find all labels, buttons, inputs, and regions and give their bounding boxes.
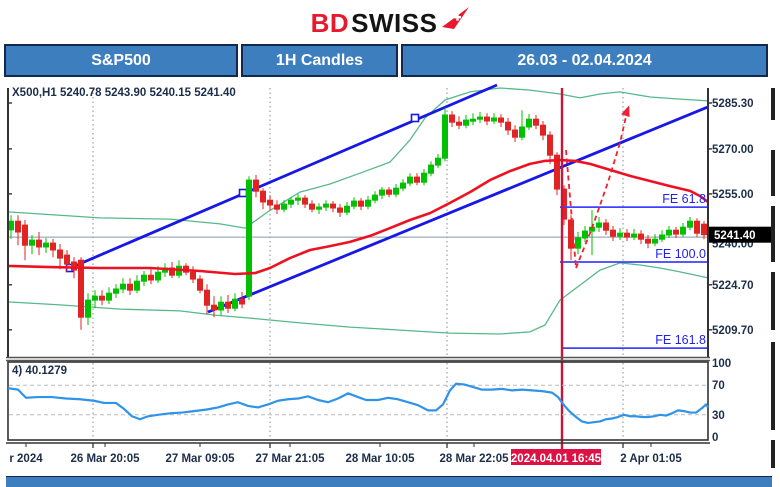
svg-text:0: 0 xyxy=(712,432,718,444)
svg-text:5270.00: 5270.00 xyxy=(712,144,754,156)
svg-text:100: 100 xyxy=(712,358,731,370)
svg-text:30: 30 xyxy=(712,410,725,422)
svg-text:FE 61.8: FE 61.8 xyxy=(662,192,706,206)
candlesticks xyxy=(8,107,707,330)
panel-borders xyxy=(6,88,710,441)
svg-text:5241.40: 5241.40 xyxy=(714,230,756,242)
right-scrollbar[interactable] xyxy=(771,88,775,468)
oscillator-panel xyxy=(7,382,709,425)
logo-swiss-text: SWISS xyxy=(351,7,438,38)
svg-text:X500,H1 5240.78 5243.90 5240.: X500,H1 5240.78 5243.90 5240.15 5241.40 xyxy=(12,87,236,99)
fibonacci-extension-levels[interactable]: FE 61.8 FE 100.0 FE 161.8 xyxy=(560,192,708,349)
svg-text:5285.30: 5285.30 xyxy=(712,98,754,110)
grid-lines xyxy=(92,88,624,439)
svg-text:27 Mar 21:05: 27 Mar 21:05 xyxy=(255,453,325,465)
projection-arrow[interactable] xyxy=(565,104,633,269)
svg-text:FE 100.0: FE 100.0 xyxy=(655,247,706,261)
chart-text-labels: X500,H1 5240.78 5243.90 5240.15 5241.40 4… xyxy=(12,87,236,377)
svg-text:r 2024: r 2024 xyxy=(9,453,43,465)
svg-text:2 Apr 01:05: 2 Apr 01:05 xyxy=(620,453,682,465)
trend-channel[interactable] xyxy=(65,83,709,314)
price-axis[interactable]: 5285.305270.005255.005224.705209.705240.… xyxy=(7,98,771,444)
chart-header-banner: S&P500 1H Candles 26.03 - 02.04.2024 xyxy=(0,44,780,77)
moving-average-line xyxy=(7,158,709,276)
brand-logo: BD SWISS xyxy=(0,6,780,40)
svg-text:28 Mar 10:05: 28 Mar 10:05 xyxy=(345,453,415,465)
svg-text:2024.04.01 16:45: 2024.04.01 16:45 xyxy=(511,453,602,465)
svg-text:28 Mar 22:05: 28 Mar 22:05 xyxy=(439,453,509,465)
header-daterange: 26.03 - 02.04.2024 xyxy=(401,44,768,77)
svg-text:4) 40.1279: 4) 40.1279 xyxy=(12,365,67,377)
time-axis[interactable]: r 2024 26 Mar 20:05 27 Mar 09:05 27 Mar 21:… xyxy=(6,442,710,465)
header-timeframe: 1H Candles xyxy=(241,44,398,77)
svg-text:FE 161.8: FE 161.8 xyxy=(655,333,706,347)
header-symbol: S&P500 xyxy=(4,44,238,77)
bollinger-bands xyxy=(7,87,709,335)
logo-bd-text: BD xyxy=(310,7,350,38)
svg-text:27 Mar 09:05: 27 Mar 09:05 xyxy=(165,453,235,465)
svg-text:26 Mar 20:05: 26 Mar 20:05 xyxy=(70,453,140,465)
bottom-banner-bar xyxy=(6,476,772,487)
svg-text:5224.70: 5224.70 xyxy=(712,280,754,292)
logo-arrow-icon xyxy=(441,6,470,35)
svg-text:5255.00: 5255.00 xyxy=(712,189,754,201)
svg-text:70: 70 xyxy=(712,380,725,392)
svg-text:5209.70: 5209.70 xyxy=(712,325,754,337)
